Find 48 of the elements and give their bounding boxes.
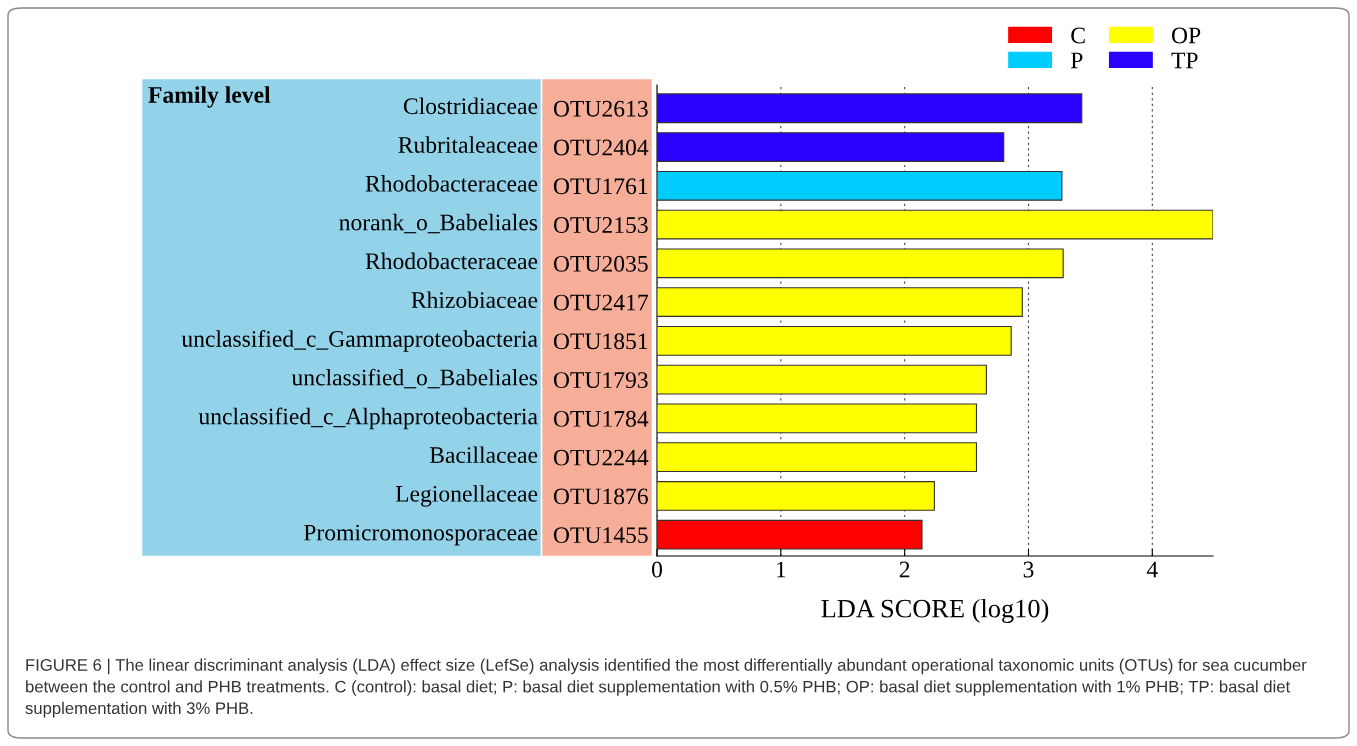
bar bbox=[657, 287, 1023, 317]
y-tick-label: OTU2404 bbox=[553, 139, 649, 156]
y2-tick-label: Rhodobacteraceae bbox=[365, 175, 538, 192]
y2-tick-label: norank_o_Babeliales bbox=[339, 213, 538, 234]
bar bbox=[657, 325, 1012, 356]
y2-tick-label: Clostridiaceae bbox=[403, 97, 538, 115]
y2-tick-label: unclassified_o_Babeliales bbox=[291, 368, 538, 389]
y2-tick-label: Rhizobiaceae bbox=[411, 291, 538, 308]
y2-tick-label: unclassified_c_Gammaproteobacteria bbox=[181, 330, 538, 352]
y-tick-label: OTU2417 bbox=[553, 294, 648, 311]
y-tick-label: OTU1784 bbox=[553, 410, 649, 427]
x-tick-label: 1 bbox=[777, 561, 786, 578]
bar bbox=[657, 519, 923, 550]
bar bbox=[657, 132, 1005, 162]
y-tick-label: OTU2153 bbox=[553, 217, 648, 233]
bar bbox=[657, 442, 978, 473]
y2-tick-label: Rhodobacteraceae bbox=[365, 252, 538, 270]
bar bbox=[657, 170, 1063, 201]
bar bbox=[657, 403, 978, 434]
y2-tick-label: Bacillaceae bbox=[429, 446, 538, 464]
y-tick-label: OTU1793 bbox=[553, 372, 648, 389]
y-tick-label: OTU2244 bbox=[553, 449, 649, 466]
x-tick-label: 3 bbox=[1023, 561, 1034, 578]
x-tick-label: 4 bbox=[1146, 561, 1158, 578]
caption: FIGURE 6 | The linear discriminant analysis (LDA) effect size (LefSe) analysis identified the most differentially abundant operational taxonomic units (OTUs) for sea cucumber between the control and PHB treatments. C (control): basal diet; P: basal diet supplementation with 0.5% PHB; OP: basal diet supplementation with 1% PHB; TP: basal diet supplementation with 3% PHB. bbox=[25, 658, 1307, 718]
legend-label: P bbox=[1070, 52, 1083, 69]
x-tick-label: 2 bbox=[899, 561, 910, 578]
y2-tick-label: Rubritaleaceae bbox=[398, 136, 538, 153]
bar bbox=[657, 364, 987, 395]
y-tick-label: OTU1455 bbox=[553, 527, 648, 544]
x-tick-label: 0 bbox=[652, 561, 662, 578]
y-tick-label: OTU1761 bbox=[553, 178, 648, 195]
y2-tick-label: Legionellaceae bbox=[395, 485, 538, 507]
text: Family level bbox=[148, 86, 271, 108]
y2-tick-label: unclassified_c_Alphaproteobacteria bbox=[198, 407, 538, 430]
bar bbox=[657, 248, 1064, 279]
x-axis-title: LDA SCORE (log10) bbox=[821, 598, 1049, 623]
legend-label: OP bbox=[1171, 27, 1201, 44]
legend-label: C bbox=[1071, 27, 1085, 44]
y-tick-label: OTU1851 bbox=[553, 333, 648, 350]
y2-tick-label: Promicromonosporaceae bbox=[303, 524, 538, 546]
bar bbox=[657, 93, 1083, 124]
y-tick-label: OTU2035 bbox=[553, 255, 648, 272]
y-tick-label: OTU1876 bbox=[553, 488, 648, 505]
bar bbox=[657, 209, 1213, 240]
bar bbox=[657, 481, 935, 511]
y-tick-label: OTU2613 bbox=[553, 100, 648, 117]
legend-label: TP bbox=[1171, 52, 1198, 69]
